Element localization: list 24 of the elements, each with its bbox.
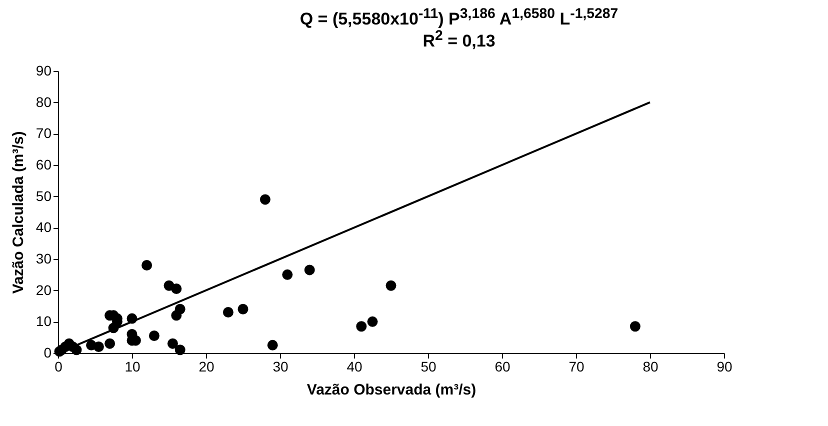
x-tick-label: 90 xyxy=(716,358,732,374)
y-tick-label: 10 xyxy=(36,313,52,330)
y-tick-label: 50 xyxy=(36,188,52,204)
y-axis-title: Vazão Calculada (m³/s) xyxy=(10,131,27,294)
y-tick-label: 90 xyxy=(36,62,52,78)
x-tick-label: 60 xyxy=(494,358,510,374)
x-tick-label: 20 xyxy=(198,358,214,374)
x-tick-label: 80 xyxy=(642,358,658,374)
y-tick-label: 40 xyxy=(36,219,52,236)
y-tick-label: 70 xyxy=(36,125,52,142)
x-tick-label: 0 xyxy=(54,358,63,374)
x-tick-label: 50 xyxy=(420,358,436,374)
chart-subtitle: R$^{2}$ = 0,13 xyxy=(422,28,496,52)
y-tick-label: 80 xyxy=(36,94,52,110)
y-tick-label: 30 xyxy=(36,250,52,266)
y-tick-label: 60 xyxy=(36,156,52,172)
x-axis-title: Vazão Observada (m³/s) xyxy=(306,382,476,398)
y-tick-label: 0 xyxy=(44,344,52,360)
x-tick-label: 30 xyxy=(272,358,288,374)
x-tick-label: 40 xyxy=(346,358,362,374)
x-tick-label: 70 xyxy=(568,358,584,374)
chart-title: Q = (5,5580x10$^{-11}$) P$^{3,186}$ A$^{1,6580}$ L$^{-1,5287}$ xyxy=(298,6,620,30)
x-tick-label: 10 xyxy=(124,358,140,374)
y-tick-label: 20 xyxy=(36,282,52,298)
